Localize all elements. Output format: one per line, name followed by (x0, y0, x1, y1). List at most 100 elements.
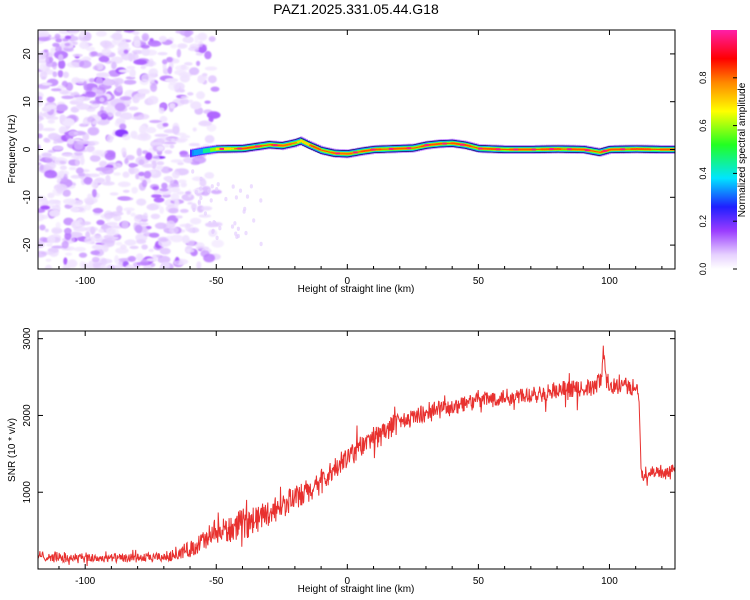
heatmap-noise-blob (91, 244, 104, 250)
heatmap-noise-blob (159, 103, 167, 108)
heatmap-ridge-cell (626, 148, 630, 150)
heatmap-noise-blob (174, 137, 188, 142)
heatmap-noise-blob (135, 253, 144, 262)
heatmap-noise-blob (187, 92, 194, 96)
heatmap-ridge-peak (406, 147, 412, 150)
heatmap-ridge-peak (620, 148, 626, 151)
heatmap-noise-blob (102, 225, 109, 230)
heatmap-noise-blob (91, 87, 98, 92)
heatmap-ridge-cell (333, 152, 336, 154)
heatmap-noise-blob (72, 53, 83, 58)
heatmap-ridge-cell (402, 147, 406, 150)
x-tick-label: 0 (345, 576, 351, 587)
heatmap-noise-blob (115, 117, 126, 126)
heatmap-noise-blob (155, 165, 164, 171)
heatmap-noise-blob (123, 207, 135, 212)
heatmap-noise-blob (236, 226, 240, 231)
heatmap-ridge-cell (270, 144, 274, 146)
heatmap-ridge-cell (542, 148, 545, 151)
snr-y-ticks: 1000 2000 3000 (22, 327, 675, 503)
heatmap-noise-blob (46, 235, 56, 244)
heatmap-noise-blob (122, 189, 130, 193)
heatmap-noise-blob (42, 158, 53, 163)
heatmap-ridge-cell (342, 152, 345, 155)
heatmap-noise-blob (136, 261, 151, 266)
heatmap-ridge-cell (439, 142, 442, 145)
heatmap-noise-blob (78, 252, 88, 258)
heatmap-noise-blob (259, 241, 263, 247)
heatmap-noise-blob (38, 99, 44, 108)
heatmap-ridge-cell (382, 148, 386, 150)
heatmap-noise-blob (190, 101, 202, 110)
heatmap-noise-blob (170, 192, 180, 202)
heatmap-ridge-cell (434, 143, 437, 146)
heatmap-noise-blob (38, 154, 42, 160)
colorbar-tick-label: 0.2 (698, 215, 708, 228)
y-tick-label: -20 (22, 237, 33, 252)
heatmap-ridge-peak (335, 152, 340, 155)
heatmap-noise-blob (206, 111, 221, 119)
heatmap-noise-blob (192, 156, 207, 164)
heatmap-noise-blob (89, 78, 96, 83)
heatmap-noise-blob (174, 69, 187, 76)
heatmap-noise-blob (101, 167, 114, 175)
heatmap-ridge-cell (280, 144, 283, 147)
heatmap-ridge-outline (216, 137, 675, 151)
heatmap-noise-blob (85, 264, 94, 269)
heatmap-ridge-cell (483, 147, 486, 150)
heatmap-noise-blob (175, 30, 187, 34)
heatmap-ridge-cell (311, 145, 314, 147)
heatmap-noise-blob (157, 52, 168, 56)
heatmap-noise-blob (70, 174, 82, 179)
heatmap-noise-blob (45, 264, 52, 269)
heatmap-noise-blob (56, 186, 64, 194)
snr-frame (37, 330, 676, 570)
heatmap-noise-blob (175, 65, 190, 72)
heatmap-noise-blob (135, 214, 148, 220)
heatmap-ridge-cell (307, 143, 310, 146)
heatmap-noise-blob (64, 42, 71, 47)
heatmap-ridge-cell (555, 148, 558, 150)
heatmap-noise-blob (105, 174, 111, 184)
heatmap-noise-blob (116, 261, 124, 267)
heatmap-noise-blob (185, 191, 191, 195)
heatmap-noise-blob (99, 160, 108, 168)
snr-panel: -100 -50 0 50 100 1000 2000 3000 Height of str… (7, 327, 676, 595)
heatmap-ridge-cell (575, 148, 578, 151)
heatmap-noise-blob (125, 264, 135, 269)
heatmap-noise-blob (62, 118, 75, 127)
heatmap-noise-blob (195, 246, 210, 251)
heatmap-noise-blob (126, 65, 136, 70)
heatmap-ridge-cell (234, 148, 237, 150)
heatmap-ridge-cell (610, 148, 613, 151)
heatmap-ridge-cell (487, 148, 490, 150)
heatmap-noise-blob (143, 264, 152, 269)
heatmap-noise-blob (152, 186, 160, 191)
heatmap-ridge-cell (663, 148, 666, 151)
heatmap-noise-blob (84, 236, 95, 244)
heatmap-noise-blob (192, 207, 196, 213)
heatmap-noise-blob (150, 213, 161, 220)
heatmap-ridge-cell (410, 147, 413, 149)
heatmap-noise-blob (128, 166, 135, 175)
heatmap-noise-blob (68, 231, 83, 238)
heatmap-ridge-peak (567, 148, 572, 151)
heatmap-noise-blob (188, 46, 200, 52)
heatmap-noise-blob (102, 237, 116, 244)
heatmap-noise-blob (87, 126, 100, 136)
heatmap-noise-blob (259, 198, 263, 203)
heatmap-noise-blob (100, 264, 107, 269)
heatmap-ridge-peak (495, 148, 501, 151)
heatmap-ridge-cell (366, 149, 369, 152)
heatmap-ridge-cell (204, 148, 208, 153)
heatmap-ridge-cell (344, 152, 347, 155)
heatmap-noise-blob (176, 48, 181, 58)
heatmap-noise-blob (44, 138, 51, 143)
heatmap-noise-blob (92, 188, 97, 198)
heatmap-ridge-peak (273, 144, 278, 147)
heatmap-noise-blob (192, 127, 197, 132)
heatmap-noise-blob (65, 246, 75, 251)
heatmap-ridge-cell (544, 148, 547, 151)
heatmap-noise-blob (159, 115, 168, 123)
heatmap-noise-blob (179, 89, 186, 93)
